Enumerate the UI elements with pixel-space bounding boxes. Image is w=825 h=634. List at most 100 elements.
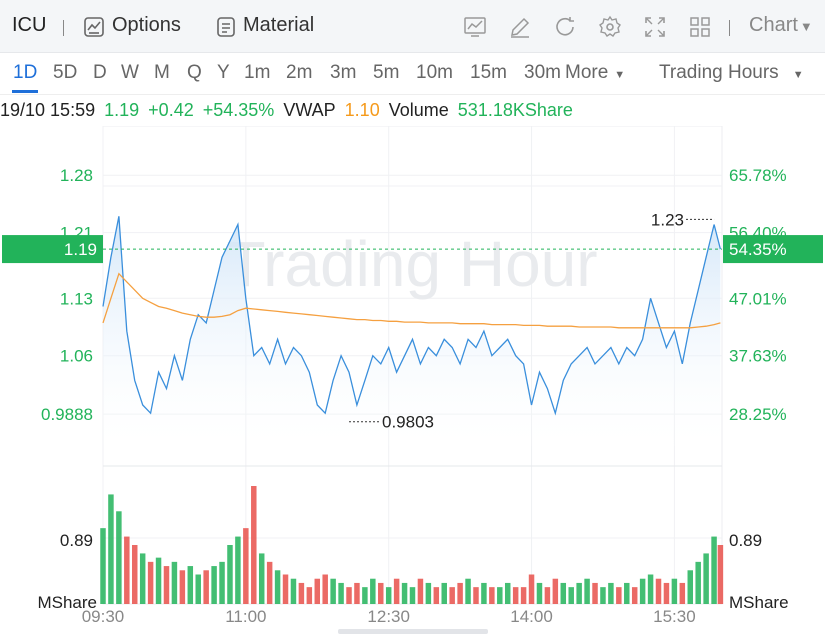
material-button[interactable]: Material	[243, 14, 315, 36]
volume-bar	[116, 511, 122, 604]
volume-bar	[544, 587, 551, 604]
current-pct-label: 54.35%	[729, 240, 787, 259]
chart-dropdown[interactable]: Chart ▼	[749, 14, 813, 37]
volume-bar	[465, 578, 471, 604]
volume-bar	[576, 582, 582, 604]
volume-bar	[251, 486, 257, 604]
period-1m[interactable]: 1m	[244, 62, 271, 83]
volume-bar	[592, 582, 598, 604]
volume-bar	[608, 582, 614, 604]
min-price-label: 0.9803	[382, 413, 434, 432]
quote-price: 1.19	[104, 100, 140, 120]
quote-change-pct: +54.35%	[202, 100, 275, 120]
time-tick-label: 15:30	[653, 607, 696, 626]
volume-bar	[100, 528, 106, 604]
volume-bar	[568, 587, 574, 604]
pct-tick-label: 47.01%	[729, 289, 787, 308]
period-m[interactable]: M	[154, 62, 170, 83]
period-1d[interactable]: 1D	[13, 62, 38, 83]
volume-bar	[497, 587, 503, 604]
material-icon[interactable]	[214, 15, 238, 39]
volume-bar	[600, 587, 606, 604]
toolbar-divider	[729, 20, 730, 36]
price-tick-label: 1.06	[60, 347, 93, 366]
volume-bar	[108, 494, 114, 604]
grid-icon[interactable]	[688, 15, 712, 39]
volume-bar	[457, 582, 463, 604]
volume-bar	[306, 587, 313, 604]
volume-bar	[687, 570, 693, 604]
volume-bar	[235, 536, 241, 604]
pen-icon[interactable]	[508, 15, 532, 39]
watermark-text: Trading Hour	[226, 228, 597, 300]
volume-bar	[370, 578, 376, 604]
period-10m[interactable]: 10m	[416, 62, 453, 83]
period-5m[interactable]: 5m	[373, 62, 400, 83]
period-selector: More ▼ Trading Hours ▼ 1D 5D D W M Q Y 1m 2m 3m 5m 10…	[0, 52, 825, 95]
volume-bar	[647, 574, 654, 604]
period-d[interactable]: D	[93, 62, 107, 83]
volume-tick-label: 0.89	[60, 531, 93, 550]
current-price-label: 1.19	[64, 240, 97, 259]
volume-bar	[211, 566, 217, 604]
quote-info-line: 19/10 15:59 1.19 +0.42 +54.35% VWAP 1.10…	[0, 100, 577, 126]
time-tick-label: 09:30	[82, 607, 125, 626]
volume-bar	[679, 582, 686, 604]
volume-bar	[489, 587, 495, 604]
volume-bar	[195, 574, 201, 604]
volume-bar	[624, 582, 630, 604]
volume-bar	[338, 582, 344, 604]
volume-bar	[584, 578, 590, 604]
volume-bar	[155, 557, 162, 604]
options-icon[interactable]	[82, 15, 106, 39]
period-y[interactable]: Y	[217, 62, 230, 83]
period-15m[interactable]: 15m	[470, 62, 507, 83]
trading-hours-dropdown[interactable]: Trading Hours ▼	[659, 62, 804, 84]
volume-bar	[695, 561, 701, 604]
vwap-line	[102, 272, 721, 329]
period-2m[interactable]: 2m	[286, 62, 313, 83]
volume-label: Volume	[388, 100, 449, 120]
volume-bar	[393, 578, 400, 604]
period-3m[interactable]: 3m	[330, 62, 357, 83]
volume-bar	[536, 582, 543, 604]
volume-bar	[354, 582, 360, 604]
volume-bar	[219, 561, 225, 604]
fullscreen-icon[interactable]	[643, 15, 667, 39]
symbol-label: ICU	[12, 14, 47, 36]
chart-dropdown-label: Chart	[749, 14, 798, 36]
volume-bar	[243, 528, 249, 604]
more-dropdown[interactable]: More ▼	[565, 62, 625, 84]
period-q[interactable]: Q	[187, 62, 202, 83]
volume-bar	[139, 553, 146, 604]
volume-bar	[663, 582, 670, 604]
refresh-icon[interactable]	[553, 15, 577, 39]
chevron-down-icon: ▼	[792, 69, 804, 81]
volume-bar	[552, 578, 559, 604]
intraday-chart[interactable]: Trading Hour1.281.211.131.060.988865.78%…	[0, 126, 825, 626]
time-tick-label: 11:00	[225, 607, 266, 626]
options-button[interactable]: Options	[112, 14, 181, 36]
time-tick-label: 14:00	[510, 607, 553, 626]
volume-tick-label: 0.89	[729, 531, 762, 550]
price-tick-label: 1.28	[60, 166, 93, 185]
toolbar-divider	[63, 20, 64, 36]
volume-bar	[717, 545, 724, 604]
chart-line-icon[interactable]	[463, 15, 487, 39]
period-w[interactable]: W	[121, 62, 139, 83]
time-tick-label: 12:30	[367, 607, 410, 626]
volume-bar	[163, 566, 170, 604]
pct-tick-label: 28.25%	[729, 405, 787, 424]
scroll-handle[interactable]	[338, 629, 488, 634]
volume-bar	[346, 587, 352, 604]
volume-bar	[187, 566, 194, 604]
volume-bar	[378, 582, 384, 604]
pct-tick-label: 65.78%	[729, 166, 787, 185]
vwap-label: VWAP	[283, 100, 336, 120]
period-5d[interactable]: 5D	[53, 62, 78, 83]
volume-bar	[290, 578, 297, 604]
volume-bar	[147, 561, 154, 604]
gear-icon[interactable]	[598, 15, 622, 39]
period-30m[interactable]: 30m	[524, 62, 561, 83]
more-label: More	[565, 62, 609, 83]
